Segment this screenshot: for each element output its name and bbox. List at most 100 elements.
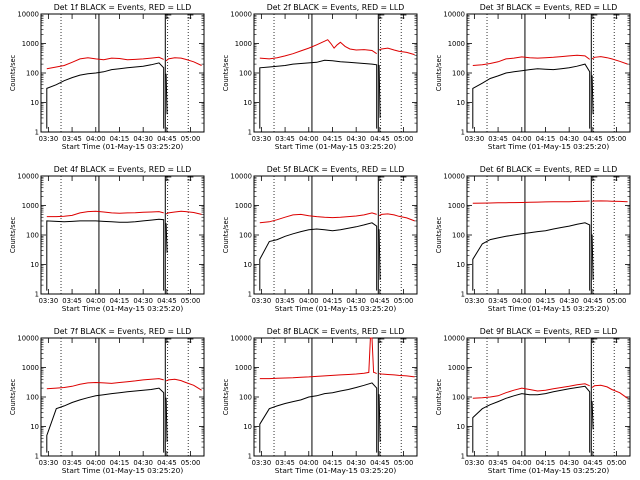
y-tick-label: 100 xyxy=(239,394,252,402)
y-tick-label: 1 xyxy=(248,291,252,299)
x-tick-label: 04:15 xyxy=(536,297,556,305)
x-tick-label: 04:00 xyxy=(299,459,319,467)
panel-title: Det 2f BLACK = Events, RED = LLD xyxy=(267,3,405,12)
events-line xyxy=(259,59,378,129)
x-tick-label: 05:00 xyxy=(394,459,414,467)
x-tick-label: 03:30 xyxy=(465,297,485,305)
x-tick-label: 03:45 xyxy=(488,135,508,143)
flag-marker xyxy=(165,338,172,343)
y-tick-label: 10000 xyxy=(443,11,465,19)
x-tick-label: 03:45 xyxy=(62,459,82,467)
lld-line xyxy=(259,39,377,60)
x-tick-label: 04:00 xyxy=(512,297,532,305)
y-axis-label: Counts/sec xyxy=(222,216,230,253)
y-axis-label: Counts/sec xyxy=(9,378,17,415)
panel-det-4f: Det 4f BLACK = Events, RED = LLD 1 10 100 10… xyxy=(9,165,205,313)
events-line xyxy=(259,382,378,453)
x-tick-label: 04:00 xyxy=(299,297,319,305)
x-tick-label: 03:30 xyxy=(39,135,59,143)
x-tick-label: 03:30 xyxy=(39,459,59,467)
y-tick-label: 1 xyxy=(35,291,39,299)
flag-marker xyxy=(378,14,385,19)
y-tick-label: 10 xyxy=(243,99,252,107)
y-axis-label: Counts/sec xyxy=(9,216,17,253)
y-tick-label: 10 xyxy=(243,261,252,269)
x-tick-label: 05:00 xyxy=(181,135,201,143)
x-tick-label: 04:30 xyxy=(346,297,366,305)
flag-marker xyxy=(613,338,620,343)
x-tick-label: 04:00 xyxy=(86,459,106,467)
flag-marker xyxy=(378,338,385,343)
plot-frame xyxy=(40,337,205,457)
x-tick-label: 04:00 xyxy=(86,135,106,143)
x-tick-label: 03:30 xyxy=(252,459,272,467)
y-tick-label: 1000 xyxy=(22,364,39,372)
panel-det-7f: Det 7f BLACK = Events, RED = LLD 1 10 100 10… xyxy=(9,327,205,475)
x-tick-label: 04:45 xyxy=(157,297,177,305)
y-tick-label: 10 xyxy=(456,99,465,107)
y-tick-label: 1000 xyxy=(22,202,39,210)
x-tick-label: 04:15 xyxy=(536,135,556,143)
x-tick-label: 04:00 xyxy=(299,135,319,143)
lld-line xyxy=(259,337,377,380)
y-axis-label: Counts/sec xyxy=(435,216,443,253)
y-axis-label: Counts/sec xyxy=(435,54,443,91)
plot-frame xyxy=(466,13,631,133)
y-tick-label: 10 xyxy=(243,423,252,431)
y-tick-label: 10 xyxy=(30,423,39,431)
x-tick-label: 05:00 xyxy=(394,297,414,305)
x-tick-label: 04:45 xyxy=(583,135,603,143)
flag-marker xyxy=(400,14,407,19)
flag-marker xyxy=(187,338,194,343)
events-line-tail xyxy=(591,234,594,280)
events-line-tail xyxy=(165,223,168,253)
x-tick-label: 04:45 xyxy=(370,297,390,305)
y-tick-label: 100 xyxy=(452,70,465,78)
x-tick-label: 04:45 xyxy=(157,135,177,143)
events-line-tail xyxy=(165,73,168,115)
panel-title: Det 5f BLACK = Events, RED = LLD xyxy=(267,165,405,174)
x-tick-label: 04:45 xyxy=(370,459,390,467)
events-line-tail xyxy=(591,401,594,430)
lld-line xyxy=(472,200,590,204)
y-tick-label: 100 xyxy=(239,70,252,78)
x-axis-label: Start Time (01-May-15 03:25:20) xyxy=(488,304,610,313)
x-axis-label: Start Time (01-May-15 03:25:20) xyxy=(488,142,610,151)
lld-line xyxy=(259,212,377,224)
flag-marker xyxy=(165,14,172,19)
panel-title: Det 3f BLACK = Events, RED = LLD xyxy=(480,3,618,12)
x-axis-label: Start Time (01-May-15 03:25:20) xyxy=(275,142,397,151)
x-axis-label: Start Time (01-May-15 03:25:20) xyxy=(62,466,184,475)
y-tick-label: 10 xyxy=(456,423,465,431)
y-tick-label: 10000 xyxy=(443,173,465,181)
events-line xyxy=(259,222,378,291)
y-tick-label: 1 xyxy=(461,129,465,137)
lld-line xyxy=(46,56,164,70)
x-tick-label: 04:15 xyxy=(323,135,343,143)
lld-line-tail xyxy=(379,373,415,378)
x-tick-label: 03:45 xyxy=(62,135,82,143)
y-tick-label: 1000 xyxy=(235,202,252,210)
x-tick-label: 04:30 xyxy=(346,459,366,467)
y-axis-label: Counts/sec xyxy=(9,54,17,91)
events-line xyxy=(472,385,591,453)
flag-marker xyxy=(400,176,407,181)
y-tick-label: 1000 xyxy=(448,40,465,48)
flag-marker xyxy=(591,176,598,181)
y-tick-label: 1000 xyxy=(448,202,465,210)
panel-det-1f: Det 1f BLACK = Events, RED = LLD 1 10 100 10… xyxy=(9,3,205,151)
y-tick-label: 10000 xyxy=(443,335,465,343)
x-axis-label: Start Time (01-May-15 03:25:20) xyxy=(62,142,184,151)
y-tick-label: 1 xyxy=(35,453,39,461)
x-tick-label: 05:00 xyxy=(181,459,201,467)
x-tick-label: 04:15 xyxy=(110,297,130,305)
y-tick-label: 1 xyxy=(248,129,252,137)
flag-marker xyxy=(613,14,620,19)
y-tick-label: 1 xyxy=(461,453,465,461)
x-tick-label: 04:45 xyxy=(370,135,390,143)
events-line-tail xyxy=(591,75,594,115)
x-tick-label: 04:45 xyxy=(157,459,177,467)
x-tick-label: 03:45 xyxy=(275,135,295,143)
